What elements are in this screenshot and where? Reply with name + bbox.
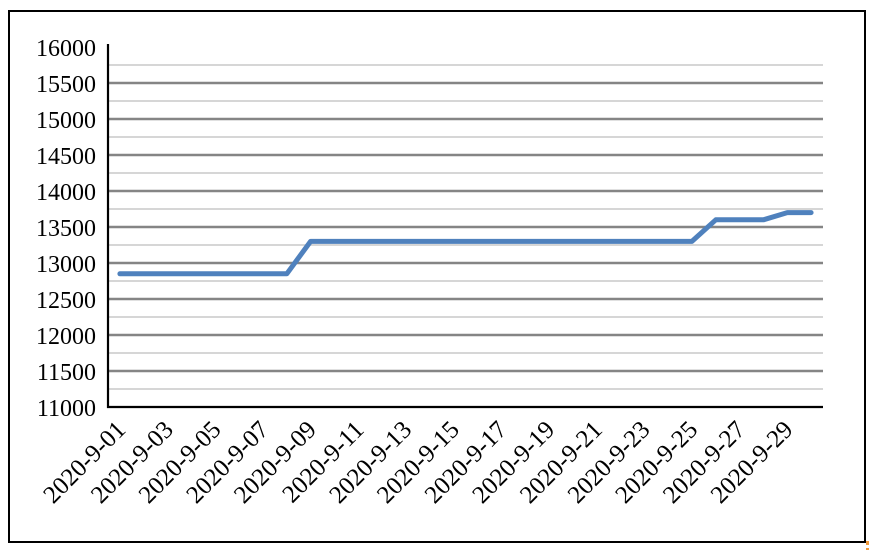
y-axis-tick-label: 15500 bbox=[36, 72, 96, 98]
y-axis-tick-label: 13000 bbox=[36, 252, 96, 278]
data-series-line bbox=[117, 210, 814, 277]
y-axis-tick-label: 14500 bbox=[36, 144, 96, 170]
y-axis-tick-label: 12500 bbox=[36, 288, 96, 314]
chart-frame bbox=[8, 10, 866, 543]
y-axis-tick-label: 12000 bbox=[36, 324, 96, 350]
y-axis-tick-label: 14000 bbox=[36, 180, 96, 206]
y-axis-tick-label: 11000 bbox=[37, 396, 96, 422]
y-axis-labels: 16000 15500 15000 14500 14000 13500 13000 12500… bbox=[36, 36, 96, 422]
y-gridlines-major bbox=[109, 81, 823, 373]
x-axis-labels: 2020-9-012020-9-032020-9-052020-9-072020… bbox=[38, 416, 798, 509]
selection-handle-artifact bbox=[866, 541, 869, 550]
y-gridlines-minor bbox=[109, 64, 823, 390]
y-axis-tick-label: 11500 bbox=[37, 360, 96, 386]
y-axis-tick-label: 13500 bbox=[36, 216, 96, 242]
y-axis-tick-label: 15000 bbox=[36, 108, 96, 134]
y-axis-tick-label: 16000 bbox=[36, 36, 96, 62]
